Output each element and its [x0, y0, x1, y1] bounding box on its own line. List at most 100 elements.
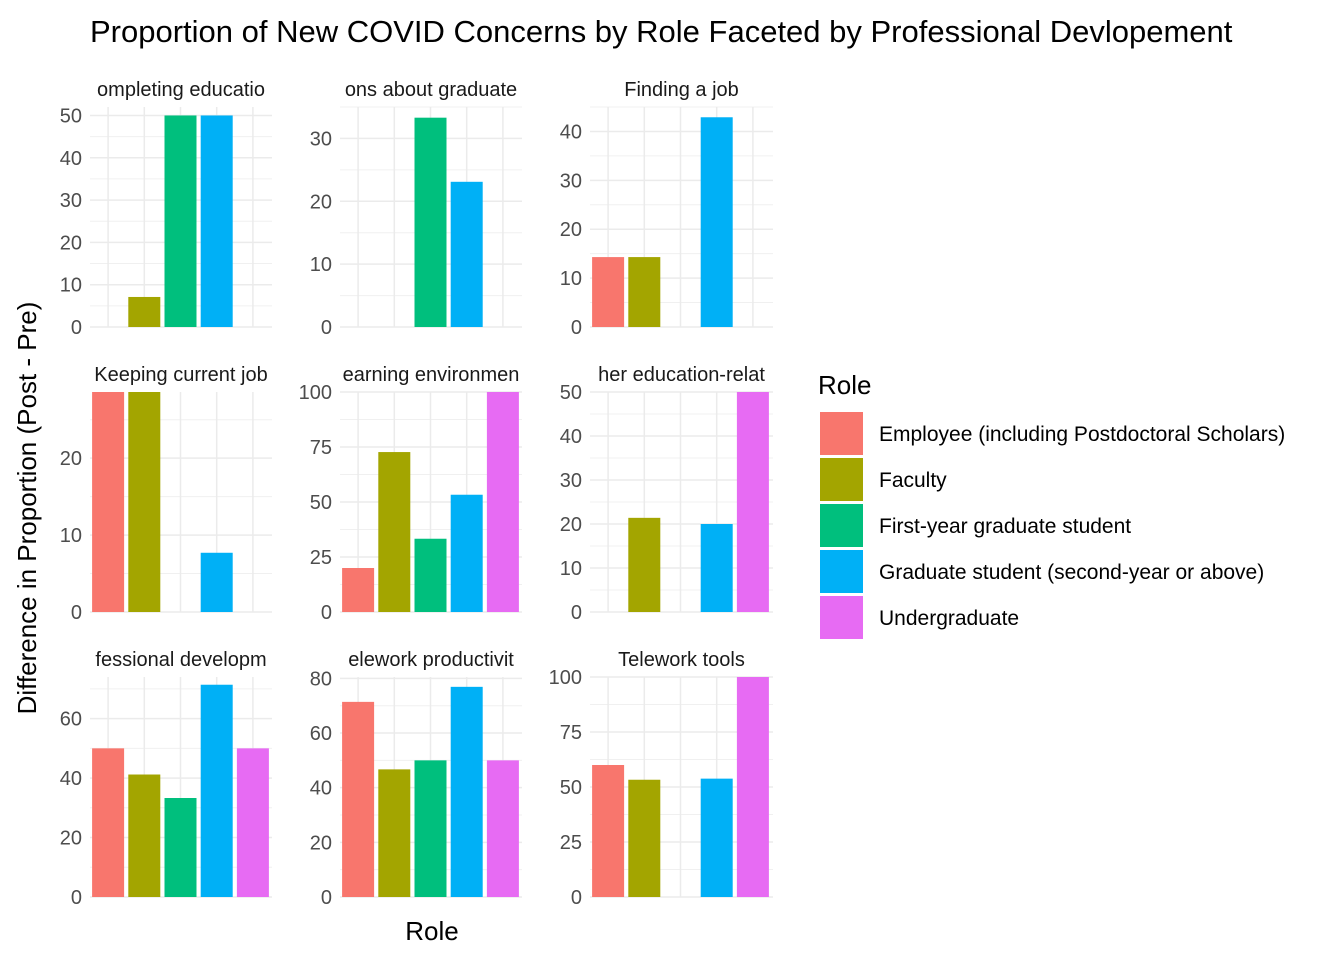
facet-panel-3: Finding a job 0 10 20 30 40: [560, 79, 773, 339]
bar-4: [450, 494, 483, 612]
bar-2: [128, 774, 161, 897]
y-tick-label: 100: [549, 667, 582, 689]
bar-1: [92, 392, 125, 612]
x-axis-title: Role: [405, 916, 458, 946]
y-tick-label: 10: [60, 275, 82, 297]
y-axis-title: Difference in Proportion (Post - Pre): [12, 302, 42, 715]
legend-title: Role: [818, 370, 871, 400]
bar-5: [736, 392, 769, 612]
bar-2: [128, 392, 161, 612]
bar-3: [164, 115, 197, 327]
bar-3: [414, 538, 447, 612]
bar-3: [414, 760, 447, 897]
y-tick-label: 30: [310, 128, 332, 150]
y-tick-label: 40: [560, 121, 582, 143]
y-tick-label: 0: [571, 887, 582, 909]
facet-strip-label: elework productivit: [348, 649, 514, 671]
legend-key: [820, 596, 863, 639]
bar-2: [128, 296, 161, 327]
legend-entry-label: Undergraduate: [879, 607, 1019, 630]
y-tick-label: 0: [571, 602, 582, 624]
legend-key: [820, 550, 863, 593]
y-tick-label: 0: [71, 317, 82, 339]
y-tick-label: 25: [560, 832, 582, 854]
bar-2: [628, 517, 661, 612]
facet-strip-label: fessional developm: [95, 649, 266, 671]
facet-strip-label: ons about graduate: [345, 79, 517, 101]
y-tick-label: 50: [560, 382, 582, 404]
facet-strip-label: Finding a job: [624, 79, 739, 101]
y-tick-label: 0: [321, 317, 332, 339]
facet-panel-7: fessional developm 0 20 40 60: [60, 649, 272, 909]
bar-4: [200, 115, 233, 327]
y-tick-label: 60: [60, 709, 82, 731]
y-tick-label: 40: [60, 148, 82, 170]
y-tick-label: 20: [310, 832, 332, 854]
y-tick-label: 0: [321, 887, 332, 909]
y-tick-label: 40: [560, 426, 582, 448]
facet-strip-label: Keeping current job: [94, 364, 267, 386]
y-tick-label: 20: [60, 448, 82, 470]
y-tick-label: 10: [60, 525, 82, 547]
y-tick-label: 10: [560, 558, 582, 580]
legend-key: [820, 504, 863, 547]
bar-2: [628, 257, 661, 327]
y-tick-label: 10: [310, 254, 332, 276]
bar-4: [450, 181, 483, 327]
legend-key: [820, 412, 863, 455]
y-tick-label: 10: [560, 268, 582, 290]
bar-3: [414, 117, 447, 327]
facet-strip-label: ompleting educatio: [97, 79, 265, 101]
legend-entry-label: First-year graduate student: [879, 515, 1131, 538]
facet-panel-2: ons about graduate 0 10 20 30: [310, 79, 522, 339]
facet-strip-label: Telework tools: [618, 649, 745, 671]
bar-1: [592, 765, 625, 897]
y-tick-label: 30: [60, 190, 82, 212]
y-tick-label: 75: [310, 437, 332, 459]
y-tick-label: 30: [560, 470, 582, 492]
y-tick-label: 50: [310, 492, 332, 514]
bar-1: [92, 748, 125, 897]
bar-4: [200, 684, 233, 897]
legend-entry-label: Employee (including Postdoctoral Scholar…: [879, 423, 1285, 446]
facet-panel-1: ompleting educatio 0 10 20 30 40 50: [60, 79, 272, 339]
y-tick-label: 50: [560, 777, 582, 799]
y-tick-label: 25: [310, 547, 332, 569]
legend-entry-label: Graduate student (second-year or above): [879, 561, 1264, 584]
bar-5: [736, 677, 769, 897]
bar-4: [450, 686, 483, 897]
bar-4: [200, 552, 233, 612]
y-tick-label: 60: [310, 723, 332, 745]
facet-panel-6: her education-relat 0 10 20 30 40 50: [560, 364, 773, 624]
y-tick-label: 0: [71, 602, 82, 624]
bar-4: [700, 117, 733, 328]
y-tick-label: 0: [321, 602, 332, 624]
facet-panel-4: Keeping current job 0 10 20: [60, 364, 272, 624]
bar-5: [486, 392, 519, 612]
chart-title: Proportion of New COVID Concerns by Role…: [90, 14, 1233, 49]
bar-4: [700, 524, 733, 612]
y-tick-label: 20: [60, 232, 82, 254]
y-tick-label: 20: [310, 191, 332, 213]
facet-grid: ompleting educatio 0 10 20 30 40 50 ons about g…: [60, 79, 773, 909]
facet-strip-label: earning environmen: [343, 364, 520, 386]
y-tick-label: 30: [560, 170, 582, 192]
y-tick-label: 40: [310, 778, 332, 800]
y-tick-label: 75: [560, 722, 582, 744]
bar-1: [342, 568, 375, 612]
y-tick-label: 40: [60, 768, 82, 790]
legend: Role Employee (including Postdoctoral Sc…: [818, 370, 1285, 639]
bar-5: [486, 760, 519, 897]
bar-5: [236, 748, 269, 897]
y-tick-label: 0: [571, 317, 582, 339]
bar-2: [378, 452, 411, 612]
y-tick-label: 0: [71, 887, 82, 909]
y-tick-label: 100: [299, 382, 332, 404]
y-tick-label: 20: [560, 514, 582, 536]
y-tick-label: 80: [310, 668, 332, 690]
bar-3: [164, 798, 197, 897]
bar-1: [592, 257, 625, 327]
legend-key: [820, 458, 863, 501]
facet-panel-8: elework productivit 0 20 40 60 80: [310, 649, 522, 909]
